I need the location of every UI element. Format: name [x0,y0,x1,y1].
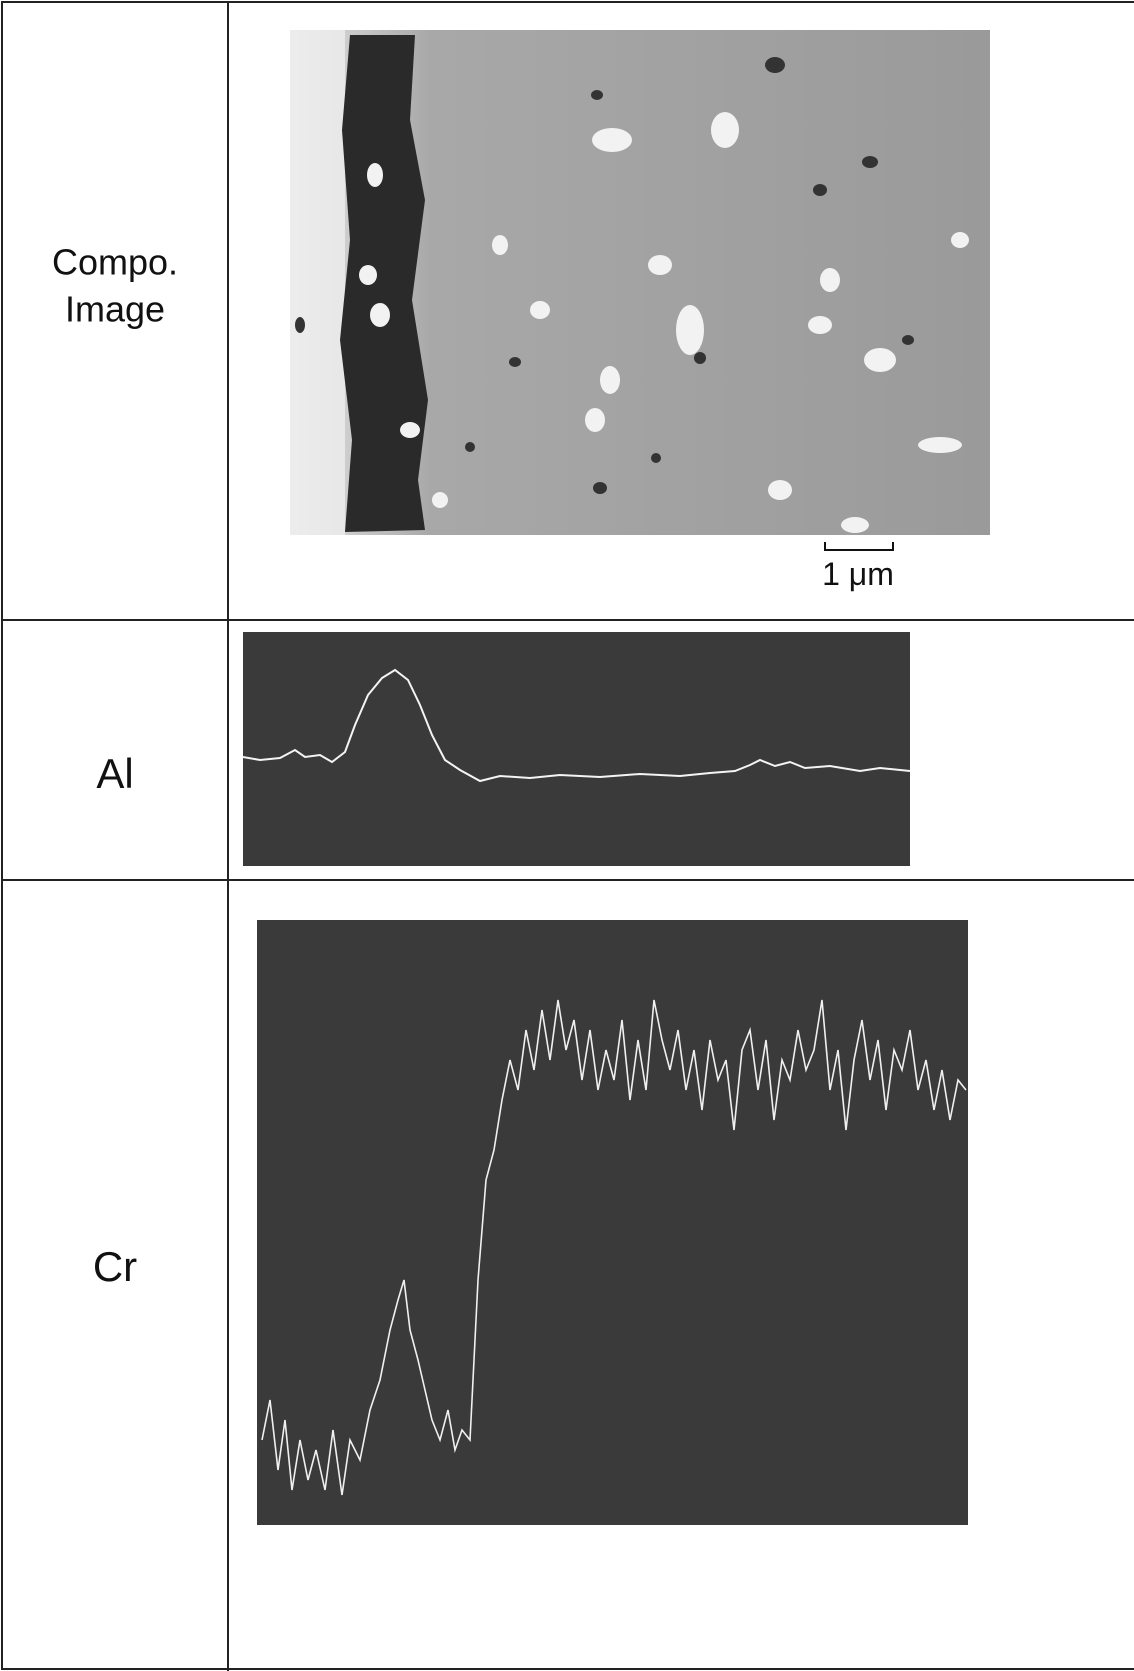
profile-trace [242,668,911,783]
row-label: Image [65,289,165,330]
voids [295,57,914,494]
precipitates [359,112,969,533]
profile-background [257,920,968,1525]
oxide-layer [340,35,428,532]
micrograph-edge [290,30,345,535]
profile-trace [261,999,967,1496]
cr-profile [257,920,968,1525]
profile-background [243,632,910,866]
composition-image: 1 μm [290,30,990,592]
scale-bar [824,542,894,551]
row-label: Al [96,750,133,797]
al-profile [242,632,911,866]
scale-bar-label: 1 μm [822,556,894,592]
row-label: Cr [93,1243,137,1290]
row-label: Compo. [52,242,178,283]
